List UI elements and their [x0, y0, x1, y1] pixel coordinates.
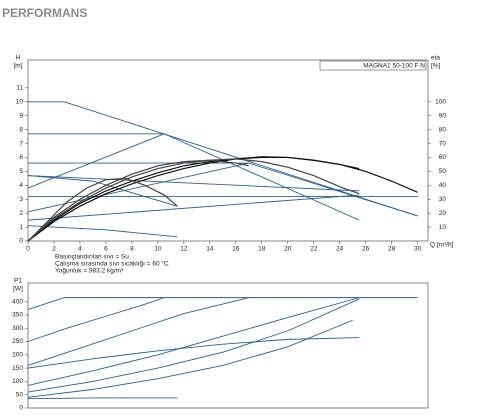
y-tick-label: 7 [19, 140, 23, 147]
y-tick-label: 200 [12, 352, 23, 359]
y-tick-label: 9 [19, 112, 23, 119]
y-axis-label: P1 [14, 278, 22, 285]
y-axis-unit: [W] [13, 286, 23, 293]
x-tick-label: 14 [206, 246, 214, 253]
curve [27, 175, 360, 192]
curve [27, 162, 249, 213]
y-tick-label: 0 [19, 405, 23, 412]
plot-frame [27, 59, 429, 242]
y2-tick-label: 100 [435, 98, 446, 105]
annotation: Yoğunluk = 983.2 kg/m³ [55, 268, 124, 275]
y2-tick-label: 20 [439, 210, 447, 217]
annotation: Basınçlandırılan sıvı = Su [55, 254, 129, 261]
y2-tick-label: 80 [439, 126, 447, 133]
x-tick-label: 8 [130, 246, 134, 253]
curve [27, 397, 178, 400]
y2-tick-label: 30 [439, 196, 447, 203]
y-tick-label: 150 [12, 365, 23, 372]
curve [27, 156, 360, 242]
curve [27, 297, 360, 386]
curve [27, 159, 249, 242]
legend-label: MAGNA1 50-100 F N [363, 63, 425, 70]
legend-box [319, 60, 427, 71]
curve [27, 158, 360, 242]
x-tick-label: 0 [26, 246, 30, 253]
x-tick-label: 16 [232, 246, 240, 253]
page-title: PERFORMANS [2, 6, 87, 20]
plot-frame [27, 282, 429, 409]
y-tick-label: 400 [12, 298, 23, 305]
y-tick-label: 350 [12, 312, 23, 319]
y2-tick-label: 90 [439, 112, 447, 119]
y2-tick-label: 70 [439, 140, 447, 147]
y-tick-label: 6 [19, 154, 23, 161]
x-axis-label: Q [m³/h] [430, 242, 454, 249]
curve [28, 162, 418, 217]
x-tick-label: 20 [284, 246, 292, 253]
y-tick-label: 1 [19, 224, 23, 231]
x-tick-label: 30 [414, 246, 422, 253]
x-tick-label: 12 [180, 246, 188, 253]
y-tick-label: 2 [19, 210, 23, 217]
curve [28, 101, 418, 217]
y-tick-label: 50 [16, 391, 24, 398]
y-tick-label: 10 [16, 98, 24, 105]
x-tick-label: 28 [388, 246, 396, 253]
curve [27, 297, 165, 342]
curve [27, 298, 360, 393]
x-tick-label: 22 [310, 246, 318, 253]
y-tick-label: 8 [19, 126, 23, 133]
y-tick-label: 5 [19, 168, 23, 175]
y-tick-label: 4 [19, 182, 23, 189]
x-tick-label: 4 [78, 246, 82, 253]
x-tick-label: 2 [52, 246, 56, 253]
curve [27, 319, 353, 398]
curve [27, 297, 249, 366]
y-tick-label: 100 [12, 378, 23, 385]
x-tick-label: 24 [336, 246, 344, 253]
y2-tick-label: 50 [439, 168, 447, 175]
curve [27, 133, 165, 189]
x-tick-label: 6 [104, 246, 108, 253]
x-tick-label: 26 [362, 246, 370, 253]
y2-tick-label: 60 [439, 154, 447, 161]
curve [27, 337, 360, 369]
curve [27, 297, 418, 311]
y-tick-label: 300 [12, 325, 23, 332]
annotation: Çalışma sırasında sıvı sıcaklığı = 60 °C [55, 260, 169, 268]
curve [27, 156, 418, 242]
x-tick-label: 10 [154, 246, 162, 253]
y2-axis-unit: [%] [431, 63, 441, 70]
curve [27, 177, 178, 242]
curve [27, 225, 178, 238]
y2-axis-label: eta [431, 55, 440, 62]
x-tick-label: 18 [258, 246, 266, 253]
y-axis-label: H [16, 55, 21, 62]
y-tick-label: 250 [12, 338, 23, 345]
y2-tick-label: 40 [439, 182, 447, 189]
y-axis-unit: [m] [13, 63, 22, 70]
y2-tick-label: 10 [439, 224, 447, 231]
y-tick-label: 11 [16, 85, 23, 92]
curve [27, 194, 360, 221]
curve [27, 175, 178, 207]
y-tick-label: 0 [19, 238, 23, 245]
y-tick-label: 3 [19, 196, 23, 203]
